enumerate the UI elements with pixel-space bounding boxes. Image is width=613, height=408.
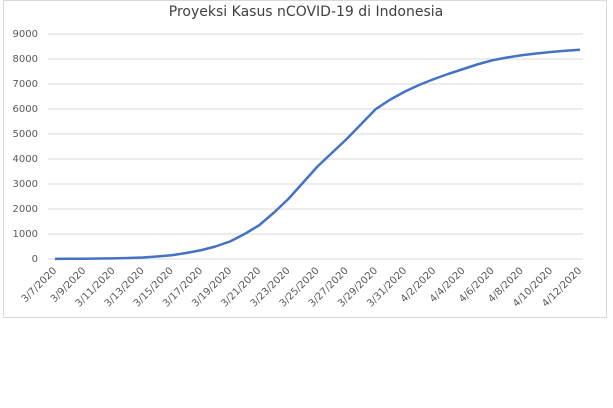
y-tick-label: 8000 [13,54,38,65]
line-series [54,48,581,261]
y-tick-label: 2000 [13,204,38,215]
y-tick-label: 3000 [13,179,38,190]
y-tick-label: 0 [32,254,38,265]
chart-title: Proyeksi Kasus nCOVID-19 di Indonesia [169,4,443,20]
y-tick-label: 4000 [13,154,38,165]
y-tick-label: 5000 [13,129,38,140]
y-tick-label: 6000 [13,104,38,115]
y-tick-label: 9000 [13,29,38,40]
y-tick-label: 7000 [13,79,38,90]
y-tick-label: 1000 [13,229,38,240]
